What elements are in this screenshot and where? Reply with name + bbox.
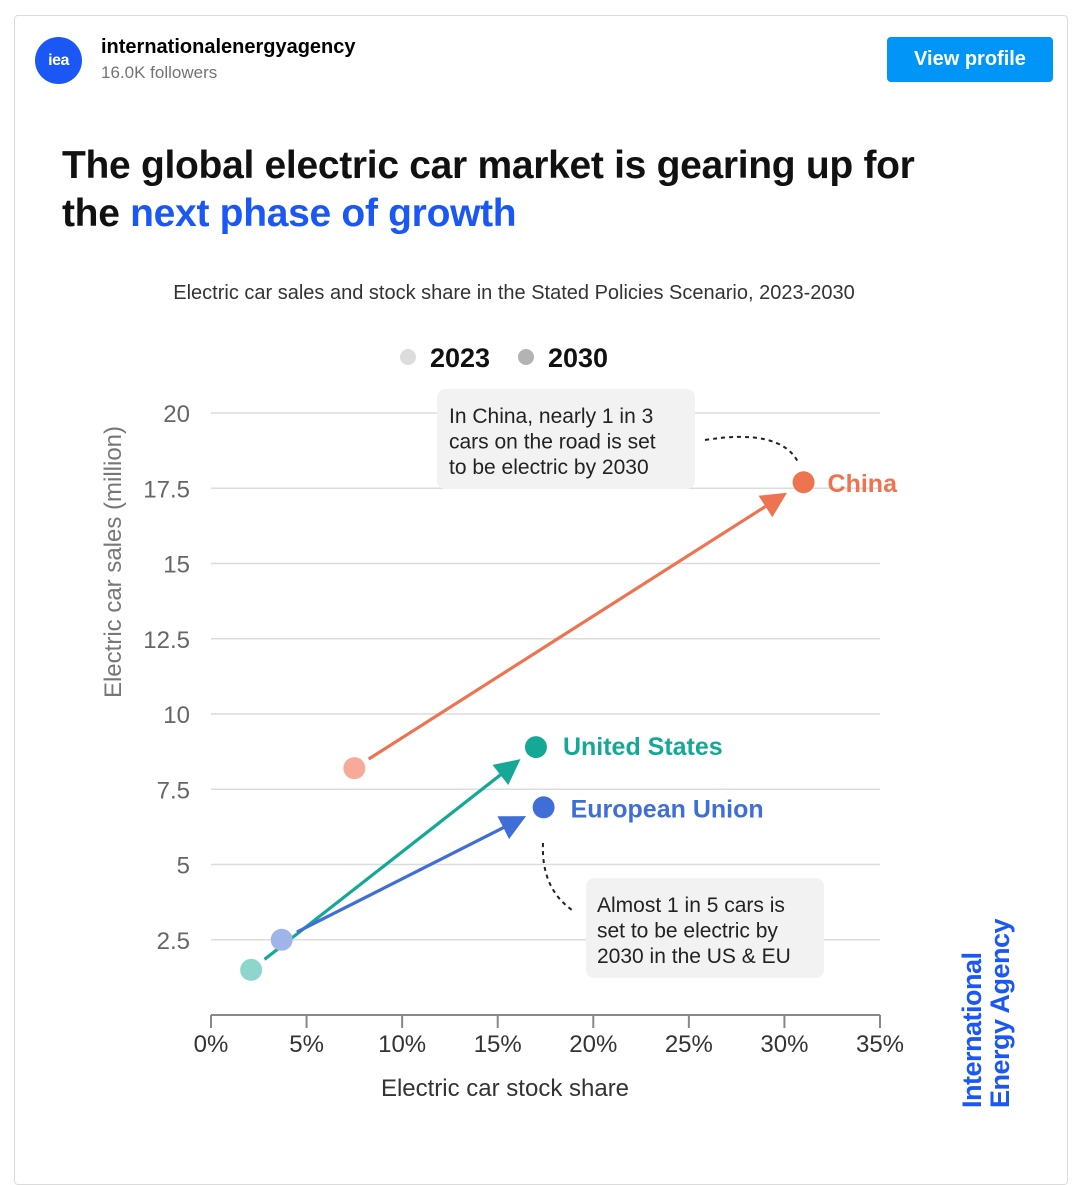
annotation-text: to be electric by 2030 xyxy=(449,456,649,479)
point-european-union-2030 xyxy=(532,796,555,819)
y-tick-label: 5 xyxy=(177,853,190,880)
x-tick-label: 20% xyxy=(569,1031,617,1058)
annotation-connector xyxy=(704,435,799,463)
annotation-text: set to be electric by xyxy=(597,920,778,943)
y-axis: 2.5 5 7.5 10 12.5 15 17.5 20 xyxy=(143,401,190,955)
series-label-china: China xyxy=(828,470,899,498)
x-tick-label: 15% xyxy=(474,1031,522,1058)
annotation-box xyxy=(586,878,824,978)
point-china-2023 xyxy=(343,757,366,780)
point-european-union-2023 xyxy=(270,928,293,951)
point-china-2030 xyxy=(792,471,815,494)
y-tick-label: 2.5 xyxy=(157,928,190,955)
legend-marker-2023 xyxy=(400,349,416,365)
annotation-text: In China, nearly 1 in 3 xyxy=(449,405,653,428)
annotation-connector xyxy=(541,842,573,911)
branding-line1: International xyxy=(957,952,987,1108)
account-avatar[interactable]: iea xyxy=(35,37,82,84)
headline: The global electric car market is gearin… xyxy=(62,142,1042,238)
annotation-text: cars on the road is set xyxy=(449,431,656,454)
point-united-states-2030 xyxy=(524,736,547,759)
arrow-european-union xyxy=(296,816,527,934)
y-tick-label: 17.5 xyxy=(143,476,190,503)
x-tick-label: 10% xyxy=(378,1031,426,1058)
y-tick-label: 12.5 xyxy=(143,627,190,654)
x-axis: 0% 5% 10% 15% 20% 25% 30% 35% xyxy=(194,1014,904,1058)
legend-marker-2030 xyxy=(518,349,534,365)
post-card xyxy=(14,15,1068,1185)
view-profile-button[interactable]: View profile xyxy=(887,37,1053,82)
legend: 2023 2030 xyxy=(400,343,608,373)
annotations: In China, nearly 1 in 3 cars on the road … xyxy=(437,389,824,978)
data-marks: China United States European Union xyxy=(240,470,898,981)
arrow-china xyxy=(367,492,788,761)
x-tick-label: 35% xyxy=(856,1031,904,1058)
x-tick-label: 0% xyxy=(194,1031,229,1058)
x-tick-label: 25% xyxy=(665,1031,713,1058)
x-tick-label: 30% xyxy=(760,1031,808,1058)
legend-label-2023: 2023 xyxy=(430,343,490,373)
y-tick-label: 7.5 xyxy=(157,777,190,804)
y-tick-label: 20 xyxy=(163,401,190,428)
headline-prefix: the xyxy=(62,192,131,235)
series-label-european-union: European Union xyxy=(571,795,764,823)
annotation-text: Almost 1 in 5 cars is xyxy=(597,894,785,917)
account-name[interactable]: internationalenergyagency xyxy=(101,36,356,58)
branding-line2: Energy Agency xyxy=(985,918,1015,1108)
iea-logo-icon: iea xyxy=(48,51,69,69)
annotation-text: 2030 in the US & EU xyxy=(597,945,791,968)
x-axis-label: Electric car stock share xyxy=(381,1075,629,1102)
x-tick-label: 5% xyxy=(289,1031,324,1058)
iea-branding: International Energy Agency xyxy=(957,918,1015,1108)
y-tick-label: 10 xyxy=(163,702,190,729)
y-tick-label: 15 xyxy=(163,552,190,579)
annotation-box xyxy=(437,389,695,489)
legend-label-2030: 2030 xyxy=(548,343,608,373)
headline-line1: The global electric car market is gearin… xyxy=(62,144,915,187)
followers-count: 16.0K followers xyxy=(101,63,218,82)
point-united-states-2023 xyxy=(240,958,263,981)
series-label-united-states: United States xyxy=(563,733,723,761)
y-axis-label: Electric car sales (million) xyxy=(100,426,127,698)
grid-lines xyxy=(211,412,880,941)
chart-title: Electric car sales and stock share in th… xyxy=(173,282,854,304)
headline-accent: next phase of growth xyxy=(130,192,517,235)
